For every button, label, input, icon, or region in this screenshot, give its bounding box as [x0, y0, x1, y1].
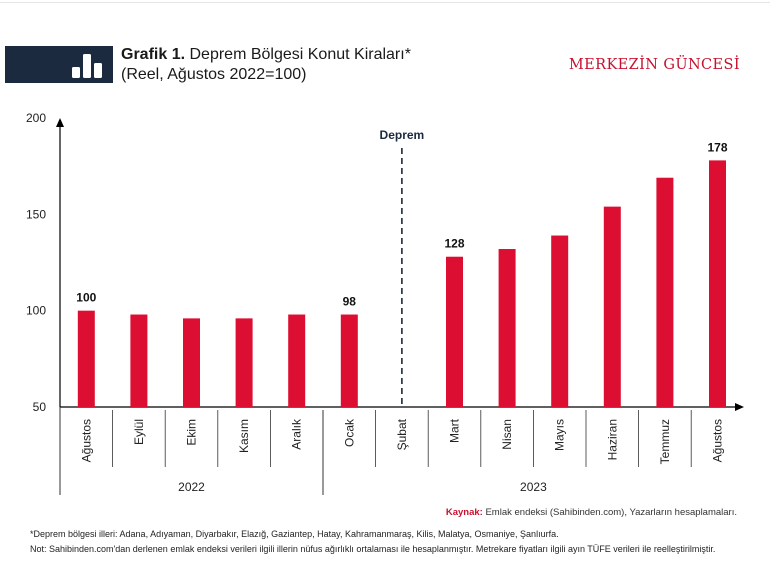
bar [130, 314, 148, 407]
x-axis-arrow [735, 403, 744, 411]
x-tick-label: Nisan [500, 419, 514, 450]
x-tick-label: Ağustos [711, 419, 725, 462]
data-label: 178 [707, 140, 727, 154]
x-tick-label: Kasım [237, 419, 251, 453]
y-tick-label: 50 [33, 400, 47, 414]
top-divider [0, 2, 770, 3]
year-label: 2023 [520, 480, 547, 494]
source-text: Emlak endeksi (Sahibinden.com), Yazarlar… [485, 507, 737, 518]
bar [656, 177, 674, 407]
bar [77, 310, 95, 407]
x-tick-label: Mayıs [553, 419, 567, 451]
bar [709, 160, 726, 407]
x-tick-label: Eylül [132, 419, 146, 445]
x-tick-label: Aralık [290, 418, 304, 450]
bar-chart-icon [72, 54, 102, 78]
data-label: 128 [444, 237, 464, 251]
bar [498, 249, 516, 407]
deprem-annotation: Deprem [380, 128, 425, 142]
x-tick-label: Şubat [395, 418, 409, 450]
bar [340, 314, 358, 407]
bar [446, 256, 463, 407]
source-note: Kaynak: Emlak endeksi (Sahibinden.com), … [446, 507, 737, 518]
y-tick-label: 100 [26, 304, 46, 318]
x-tick-label: Ekim [185, 419, 199, 446]
footnote-provinces: *Deprem bölgesi illeri: Adana, Adıyaman,… [30, 529, 559, 539]
bar [183, 318, 200, 407]
y-tick-label: 200 [26, 111, 46, 125]
data-label: 98 [343, 295, 357, 309]
bar [288, 314, 306, 407]
x-tick-label: Mart [448, 418, 462, 443]
x-tick-label: Haziran [605, 419, 619, 460]
brand-logo-text: MERKEZİN GÜNCESİ [568, 57, 740, 73]
source-key: Kaynak: [445, 507, 483, 518]
x-tick-label: Ağustos [79, 419, 93, 462]
data-label: 100 [76, 291, 96, 305]
chart-subtitle: (Reel, Ağustos 2022=100) [121, 66, 307, 83]
chart-title: Grafik 1. Deprem Bölgesi Konut Kiraları*… [121, 45, 411, 85]
bar [235, 318, 253, 407]
footnote-method: Not: Sahibinden.com'dan derlenen emlak e… [30, 544, 716, 554]
title-bold: Grafik 1. [121, 46, 186, 63]
x-tick-label: Ocak [342, 418, 356, 447]
bar [551, 235, 569, 407]
title-main: Deprem Bölgesi Konut Kiraları* [189, 46, 411, 63]
y-axis-arrow [56, 118, 64, 127]
bar [603, 206, 621, 407]
year-label: 2022 [178, 480, 205, 494]
x-tick-label: Temmuz [658, 419, 672, 464]
y-tick-label: 150 [26, 207, 46, 221]
